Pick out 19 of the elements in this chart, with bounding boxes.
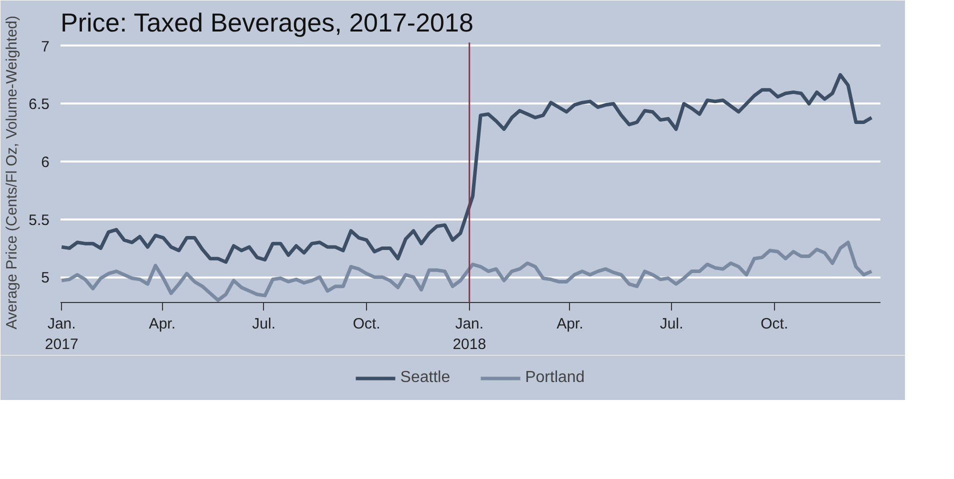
x-tick-label: Jan. 2018 [452, 316, 486, 353]
x-tick-label: Jan. 2017 [44, 316, 78, 353]
x-tick-label: Jul. [660, 316, 684, 332]
x-tick-label: Apr. [556, 316, 584, 332]
x-tick-label: Jul. [252, 316, 276, 332]
y-tick-label: 7 [41, 38, 50, 56]
x-tick-label: Oct. [760, 316, 788, 332]
legend-label: Portland [525, 368, 585, 386]
y-tick-label: 6.5 [28, 96, 50, 114]
x-tick-label: Oct. [352, 316, 380, 332]
chart-title: Price: Taxed Beverages, 2017-2018 [60, 8, 474, 38]
y-tick-label: 5.5 [28, 212, 50, 229]
y-tick-label: 5 [41, 270, 50, 287]
line-series [60, 240, 874, 302]
line-series [60, 73, 874, 264]
y-axis-title: Average Price (Cents/Fl Oz, Volume-Weighted) [4, 16, 21, 330]
legend-label: Seattle [400, 368, 450, 386]
y-tick-label: 6 [41, 154, 50, 172]
x-tick-label: Apr. [148, 316, 176, 332]
